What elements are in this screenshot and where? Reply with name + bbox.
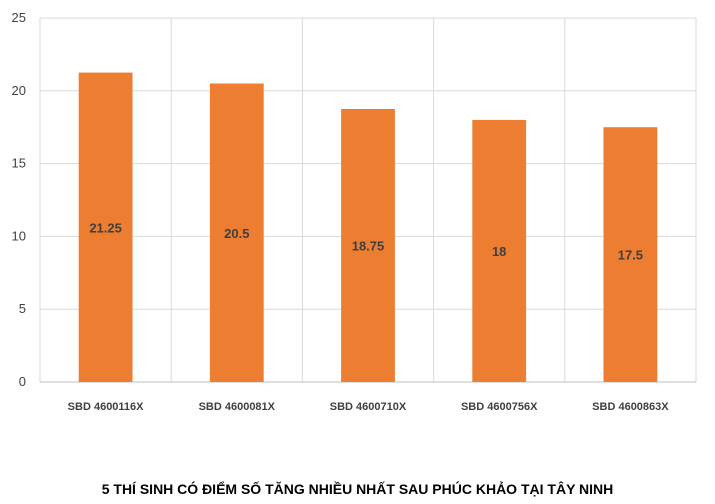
y-tick-label: 0 [19,374,26,389]
x-tick-label: SBD 4600863X [592,401,669,413]
bar [78,72,133,382]
data-label: 18.75 [352,239,385,254]
chart-area: 0 5 10 15 20 25 21.25 SBD 4600116X 20.5 SBD 46000… [12,10,697,413]
y-tick-label: 15 [12,156,26,171]
y-tick-label: 25 [12,10,26,25]
data-label: 18 [492,244,506,259]
chart-caption: 5 THÍ SINH CÓ ĐIỂM SỐ TĂNG NHIỀU NHẤT SA… [101,481,614,497]
y-tick-label: 20 [12,83,26,98]
bar-chart: 0 5 10 15 20 25 21.25 SBD 4600116X 20.5 SBD 46000… [12,10,697,413]
bar [341,109,395,382]
x-tick-label: SBD 4600081X [199,401,276,413]
x-tick-label: SBD 4600710X [330,401,407,413]
y-tick-label: 5 [19,301,26,316]
y-tick-label: 10 [12,228,26,243]
data-label: 20.5 [224,226,249,241]
x-tick-label: SBD 4600756X [461,401,538,413]
bar [603,127,658,382]
data-label: 17.5 [618,248,643,263]
bar [472,119,527,383]
x-tick-label: SBD 4600116X [68,401,144,413]
bar [209,83,264,383]
data-label: 21.25 [89,220,122,235]
